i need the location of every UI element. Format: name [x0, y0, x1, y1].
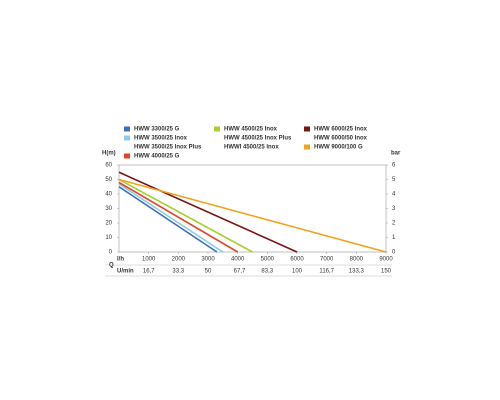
x2-tick-label: 133,3 — [349, 269, 365, 275]
x2-tick-label: 83,3 — [261, 269, 273, 275]
y-tick-label: 50 — [105, 177, 112, 183]
x2-tick-label: 67,7 — [234, 269, 246, 275]
legend-label: HWW 4500/25 Inox Plus — [224, 136, 292, 142]
x2-tick-label: 16,7 — [143, 269, 155, 275]
y-axis-label: H(m) — [102, 151, 116, 157]
y2-tick-label: 4 — [392, 192, 396, 198]
legend-swatch — [304, 144, 310, 150]
x-tick-label: 5000 — [261, 257, 275, 263]
legend-label: HWW 3500/25 Inox — [134, 136, 188, 142]
legend-swatch — [304, 126, 310, 132]
legend-label: HWW 3500/25 Inox Plus — [134, 145, 202, 151]
x-tick-label: 4000 — [231, 257, 245, 263]
legend-label: HWW 3300/25 G — [134, 127, 180, 133]
legend-label: HWWI 4500/25 Inox — [224, 145, 279, 151]
x-tick-label: 2000 — [172, 257, 186, 263]
y-tick-label: 10 — [105, 235, 112, 241]
plot-frame — [118, 164, 387, 253]
y-tick-label: 0 — [109, 250, 113, 256]
series-line — [118, 178, 387, 253]
series-line — [118, 171, 298, 253]
series-line — [118, 183, 224, 253]
y-tick-label: 20 — [105, 221, 112, 227]
x-tick-label: 8000 — [350, 257, 364, 263]
x-tick-label: 9000 — [379, 257, 393, 263]
y-tick-label: 40 — [105, 192, 112, 198]
x2-tick-label: 150 — [381, 269, 392, 275]
y2-axis-label: bar — [391, 151, 401, 157]
legend-label: HWW 6000/25 Inox — [314, 127, 368, 133]
series-line — [118, 178, 253, 253]
y2-tick-label: 0 — [392, 250, 396, 256]
x-tick-label: 7000 — [320, 257, 334, 263]
y2-tick-label: 3 — [392, 206, 396, 212]
legend-label: HWW 4500/25 Inox — [224, 127, 278, 133]
legend-label: HWW 6000/50 Inox — [314, 136, 368, 142]
series-line — [118, 181, 239, 253]
x2-tick-label: 33,3 — [172, 269, 184, 275]
legend-label: HWW 4000/25 G — [134, 154, 180, 160]
series-line — [118, 186, 218, 253]
legend-swatch — [124, 126, 130, 132]
x-tick-label: 1000 — [142, 257, 156, 263]
y2-tick-label: 6 — [392, 163, 396, 169]
y-tick-label: 60 — [105, 163, 112, 169]
q-label: Q — [109, 263, 114, 269]
x-tick-label: 3000 — [201, 257, 215, 263]
y2-tick-label: 2 — [392, 221, 396, 227]
y-tick-label: 30 — [105, 206, 112, 212]
x-axis-label: l/h — [117, 257, 124, 263]
x2-tick-label: 100 — [292, 269, 303, 275]
legend-label: HWW 9000/100 G — [314, 145, 363, 151]
y2-tick-label: 5 — [392, 177, 396, 183]
x2-axis-label: U/min — [117, 269, 134, 275]
y2-tick-label: 1 — [392, 235, 396, 241]
x-tick-label: 6000 — [290, 257, 304, 263]
legend-swatch — [124, 135, 130, 141]
x2-tick-label: 116,7 — [319, 269, 334, 275]
legend-swatch — [214, 126, 220, 132]
x2-tick-label: 50 — [205, 269, 212, 275]
legend-swatch — [124, 153, 130, 159]
